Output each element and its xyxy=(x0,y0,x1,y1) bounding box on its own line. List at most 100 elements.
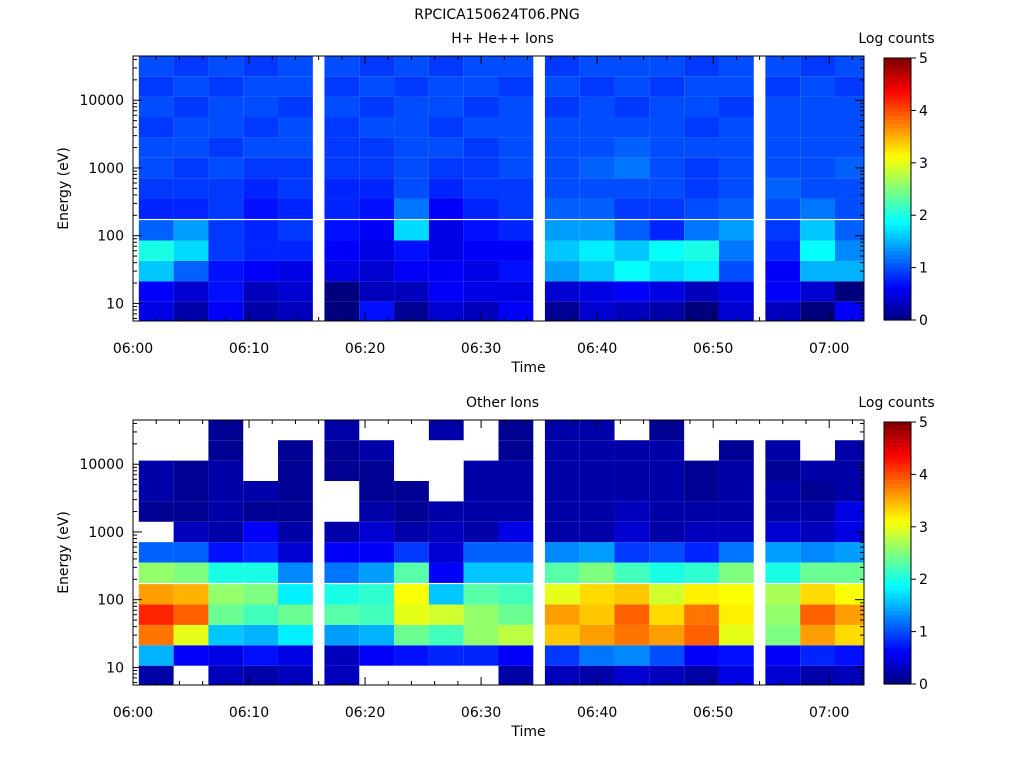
heatmap-cell xyxy=(579,542,615,563)
heatmap-cell xyxy=(278,481,313,502)
heatmap-cell xyxy=(649,604,685,625)
colorbar-step xyxy=(884,94,911,100)
colorbar-step xyxy=(884,557,911,562)
heatmap-cell xyxy=(765,137,801,158)
heatmap-cell xyxy=(800,137,835,158)
heatmap-cell xyxy=(463,198,499,219)
colorbar-step xyxy=(884,667,911,673)
heatmap-cell xyxy=(498,178,534,199)
colorbar-step xyxy=(884,287,911,292)
heatmap-cell xyxy=(834,117,864,138)
heatmap-cell xyxy=(428,301,464,321)
colorbar-tick-label: 2 xyxy=(919,572,928,588)
heatmap-cell xyxy=(718,604,754,625)
heatmap-cell xyxy=(834,281,864,302)
heatmap-cell xyxy=(544,220,580,241)
heatmap-cell xyxy=(614,460,650,481)
heatmap-cell xyxy=(243,665,279,685)
heatmap-cell xyxy=(208,157,244,179)
heatmap-cell xyxy=(173,460,209,481)
heatmap-cell xyxy=(684,281,719,302)
colorbar-step xyxy=(884,148,911,153)
heatmap-cell xyxy=(684,645,719,666)
heatmap-cell xyxy=(278,562,313,583)
heatmap-cell xyxy=(579,137,615,158)
x-tick-label: 06:30 xyxy=(461,705,501,721)
heatmap-cells xyxy=(138,420,864,685)
heatmap-cell xyxy=(208,440,244,461)
heatmap-cell xyxy=(463,96,499,117)
heatmap-cell xyxy=(428,521,464,543)
heatmap-cell xyxy=(800,198,835,219)
heatmap-cell xyxy=(138,281,174,302)
heatmap-cell xyxy=(579,562,615,583)
heatmap-cell xyxy=(394,562,429,583)
colorbar-step xyxy=(884,143,911,149)
heatmap-cell xyxy=(394,56,429,77)
heatmap-cell xyxy=(173,624,209,646)
heatmap-cell xyxy=(684,220,719,241)
heatmap-cell xyxy=(359,501,395,522)
colorbar-step xyxy=(884,638,911,644)
heatmap-cell xyxy=(463,117,499,138)
heatmap-cell xyxy=(498,665,534,685)
heatmap-cell xyxy=(208,198,244,219)
colorbar-frame xyxy=(883,57,912,321)
heatmap-cell xyxy=(359,542,395,563)
heatmap-cell xyxy=(243,56,279,77)
heatmap-cell xyxy=(324,301,360,321)
colorbar-step xyxy=(884,103,911,108)
colorbar-step xyxy=(884,135,911,141)
heatmap-cell xyxy=(173,117,209,138)
heatmap-cell xyxy=(359,240,395,261)
heatmap-cell xyxy=(278,645,313,666)
heatmap-cell xyxy=(278,178,313,199)
heatmap-cell xyxy=(649,76,685,97)
heatmap-cell xyxy=(463,137,499,158)
heatmap-cell xyxy=(718,96,754,117)
heatmap-cell xyxy=(684,460,719,481)
heatmap-cell xyxy=(173,301,209,321)
heatmap-cell xyxy=(498,542,534,563)
heatmap-cell xyxy=(649,220,685,241)
heatmap-cell xyxy=(718,665,754,685)
heatmap-cell xyxy=(173,584,209,605)
heatmap-cell xyxy=(498,460,534,481)
heatmap-cell xyxy=(463,76,499,97)
colorbar-step xyxy=(884,462,911,468)
heatmap-cell xyxy=(394,178,429,199)
heatmap-cell xyxy=(173,198,209,219)
colorbar-step xyxy=(884,520,911,525)
colorbar-step xyxy=(884,422,911,427)
heatmap-cell xyxy=(278,501,313,522)
heatmap-cell xyxy=(243,76,279,97)
heatmap-cell xyxy=(544,542,580,563)
heatmap-cell xyxy=(834,220,864,241)
heatmap-cell xyxy=(243,178,279,199)
colorbar-step xyxy=(884,548,911,554)
heatmap-cell xyxy=(428,281,464,302)
heatmap-cell xyxy=(579,460,615,481)
heatmap-cell xyxy=(359,157,395,179)
colorbar-step xyxy=(884,598,911,603)
heatmap-cell xyxy=(173,220,209,241)
heatmap-cell xyxy=(765,76,801,97)
heatmap-cell xyxy=(208,281,244,302)
colorbar-step xyxy=(884,454,911,460)
colorbar-step xyxy=(884,610,911,615)
heatmap-cell xyxy=(498,76,534,97)
y-axis-label: Energy (eV) xyxy=(56,147,72,230)
heatmap-cell xyxy=(208,665,244,685)
heatmap-cell xyxy=(579,665,615,685)
heatmap-cell xyxy=(278,665,313,685)
heatmap-cell xyxy=(394,96,429,117)
heatmap-cell xyxy=(208,220,244,241)
heatmap-cell xyxy=(800,562,835,583)
heatmap-cell xyxy=(614,301,650,321)
heatmap-cell xyxy=(359,117,395,138)
heatmap-cell xyxy=(359,76,395,97)
colorbar-step xyxy=(884,573,911,579)
heatmap-cell xyxy=(498,260,534,282)
heatmap-cell xyxy=(649,117,685,138)
heatmap-cell xyxy=(614,137,650,158)
